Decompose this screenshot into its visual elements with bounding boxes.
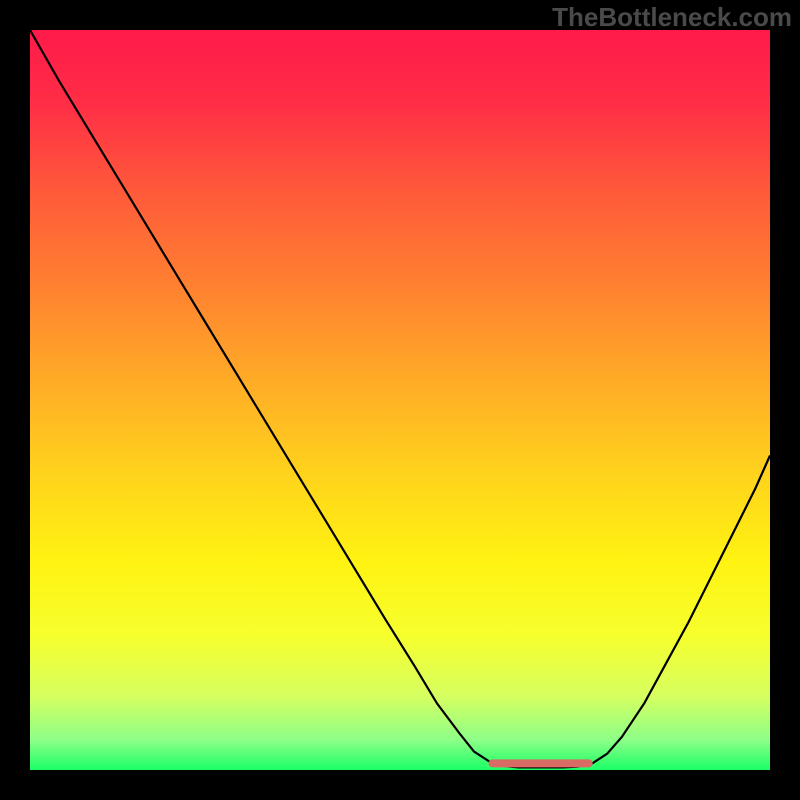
chart-container: TheBottleneck.com: [0, 0, 800, 800]
watermark-text: TheBottleneck.com: [552, 2, 792, 33]
plot-area: [30, 30, 770, 770]
plot-background: [30, 30, 770, 770]
plot-svg: [30, 30, 770, 770]
